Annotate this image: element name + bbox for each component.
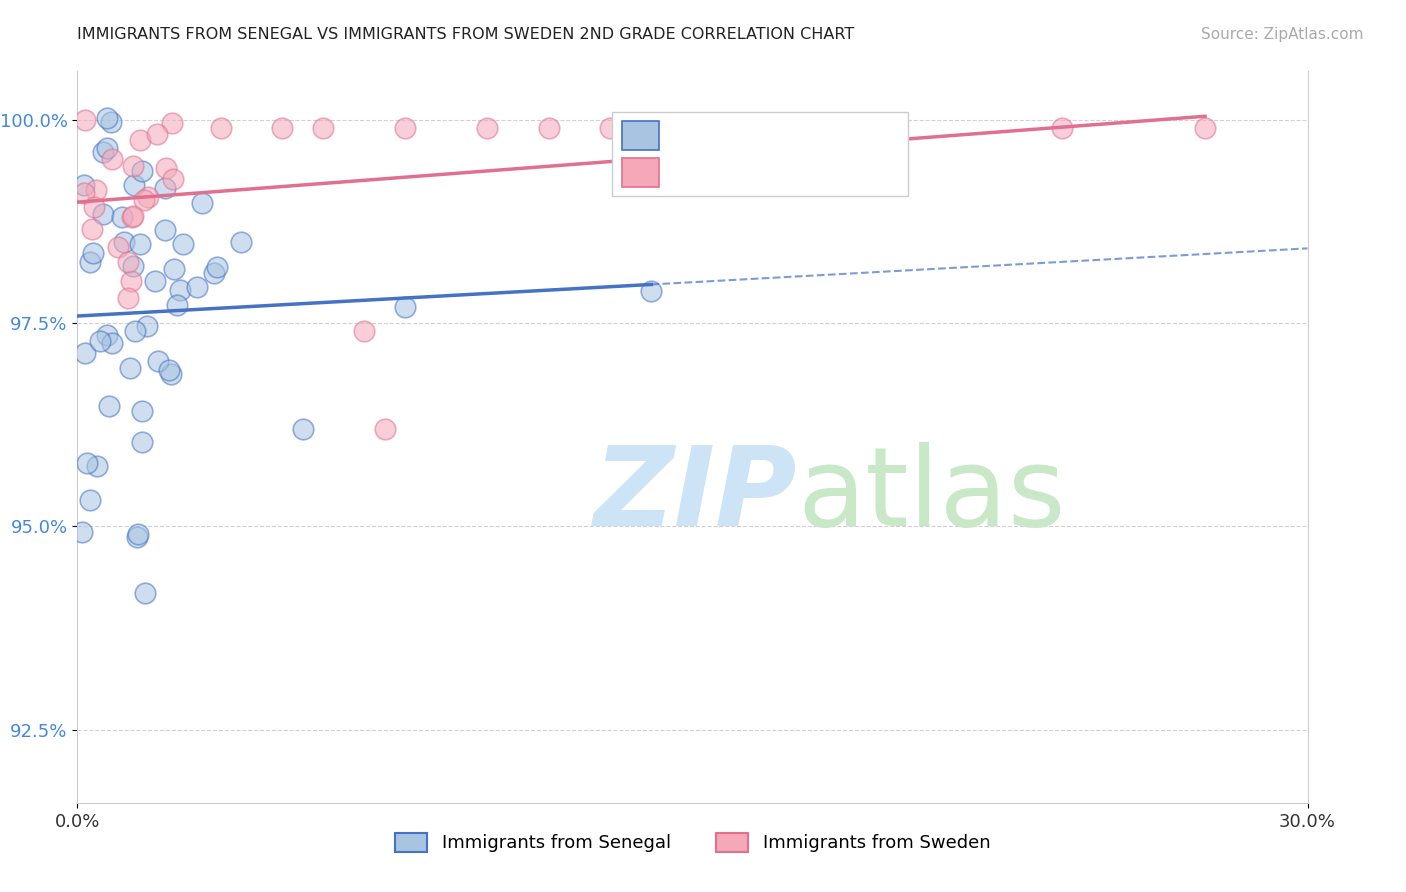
Point xyxy=(271,121,294,136)
Point xyxy=(162,172,184,186)
Point xyxy=(89,334,111,349)
Text: ZIP: ZIP xyxy=(595,442,797,549)
Point xyxy=(120,361,142,376)
Point xyxy=(537,121,560,136)
Point xyxy=(191,195,214,210)
Point xyxy=(886,121,908,136)
Point xyxy=(84,183,107,197)
Point xyxy=(129,133,152,147)
Text: R = 0.339   N = 33: R = 0.339 N = 33 xyxy=(672,163,856,182)
Point xyxy=(153,223,176,237)
Point xyxy=(374,422,396,436)
FancyBboxPatch shape xyxy=(613,112,908,195)
Point xyxy=(91,145,114,160)
Point xyxy=(134,586,156,600)
Point xyxy=(136,190,159,204)
Point xyxy=(117,291,139,305)
Point xyxy=(723,121,745,136)
Point xyxy=(477,121,499,136)
FancyBboxPatch shape xyxy=(623,158,659,187)
Point xyxy=(70,525,93,540)
Point xyxy=(79,254,101,268)
Point xyxy=(96,141,118,155)
Point xyxy=(125,530,148,544)
Point xyxy=(98,399,121,413)
Point xyxy=(640,284,662,298)
Point xyxy=(101,335,124,350)
Point xyxy=(121,259,143,273)
Point xyxy=(202,266,225,280)
Point xyxy=(169,283,191,297)
FancyBboxPatch shape xyxy=(623,121,659,151)
Point xyxy=(121,210,143,224)
Point xyxy=(146,127,169,141)
Point xyxy=(73,346,96,360)
Point xyxy=(131,164,153,178)
Point xyxy=(129,236,152,251)
Point xyxy=(394,300,416,314)
Point xyxy=(73,186,96,200)
Legend: Immigrants from Senegal, Immigrants from Sweden: Immigrants from Senegal, Immigrants from… xyxy=(387,826,998,860)
Point xyxy=(1050,121,1073,136)
Text: R = 0.207   N = 52: R = 0.207 N = 52 xyxy=(672,127,856,145)
Point xyxy=(146,353,169,368)
Point xyxy=(96,328,118,343)
Point xyxy=(91,207,114,221)
Point xyxy=(75,113,97,128)
Point xyxy=(76,456,98,470)
Point xyxy=(127,526,149,541)
Point xyxy=(124,324,146,338)
Point xyxy=(117,255,139,269)
Text: IMMIGRANTS FROM SENEGAL VS IMMIGRANTS FROM SWEDEN 2ND GRADE CORRELATION CHART: IMMIGRANTS FROM SENEGAL VS IMMIGRANTS FR… xyxy=(77,27,855,42)
Point xyxy=(160,367,183,381)
Point xyxy=(394,121,416,136)
Point xyxy=(73,178,96,193)
Point xyxy=(231,235,253,249)
Point xyxy=(160,115,183,129)
Text: Source: ZipAtlas.com: Source: ZipAtlas.com xyxy=(1201,27,1364,42)
Point xyxy=(101,152,124,166)
Text: atlas: atlas xyxy=(797,442,1066,549)
Point xyxy=(82,245,104,260)
Point xyxy=(131,404,153,418)
Point xyxy=(312,121,335,136)
Point xyxy=(163,262,186,277)
Point xyxy=(96,112,118,126)
Point xyxy=(107,240,129,254)
Point xyxy=(83,201,105,215)
Point xyxy=(166,298,188,312)
Point xyxy=(291,422,314,436)
Point xyxy=(155,181,177,195)
Point xyxy=(111,210,134,224)
Point xyxy=(121,274,143,288)
Point xyxy=(186,279,208,293)
Point xyxy=(353,325,375,339)
Point xyxy=(135,319,157,334)
Point xyxy=(205,260,228,274)
Point xyxy=(132,193,155,207)
Point xyxy=(79,493,101,508)
Point xyxy=(112,235,135,249)
Point xyxy=(209,121,232,136)
Point xyxy=(122,178,145,192)
Point xyxy=(599,121,621,136)
Point xyxy=(143,274,166,288)
Point xyxy=(100,114,122,128)
Point xyxy=(155,161,177,175)
Point xyxy=(86,458,108,473)
Point xyxy=(159,363,181,377)
Point xyxy=(82,222,104,236)
Point xyxy=(173,237,195,252)
Point xyxy=(121,159,143,173)
Point xyxy=(131,434,153,449)
Point xyxy=(122,209,145,223)
Point xyxy=(1194,121,1216,136)
